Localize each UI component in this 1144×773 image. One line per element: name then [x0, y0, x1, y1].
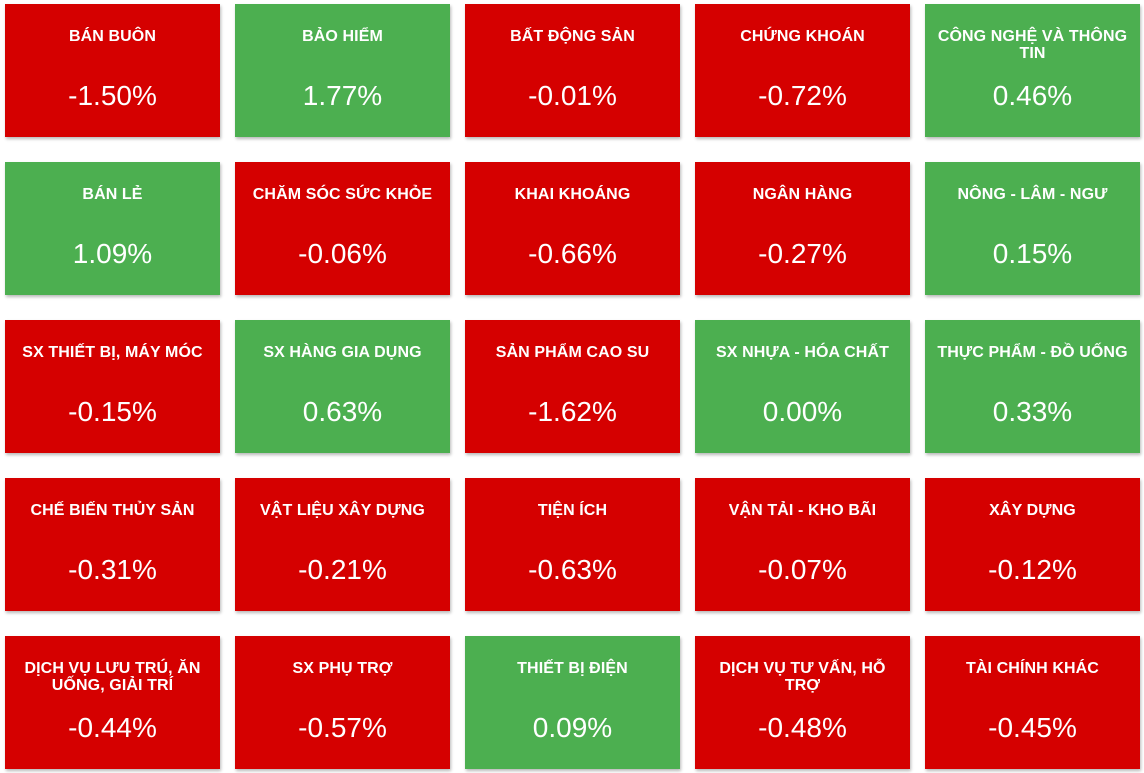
sector-name: THỰC PHẨM - ĐỒ UỐNG — [937, 344, 1128, 361]
sector-tile[interactable]: VẬT LIỆU XÂY DỰNG -0.21% — [235, 478, 450, 611]
sector-tile[interactable]: CÔNG NGHỆ VÀ THÔNG TIN 0.46% — [925, 4, 1140, 137]
sector-tile[interactable]: SX NHỰA - HÓA CHẤT 0.00% — [695, 320, 910, 453]
sector-name: VẬT LIỆU XÂY DỰNG — [260, 502, 425, 519]
sector-name: BÁN BUÔN — [68, 28, 157, 45]
sector-change-value: -0.07% — [758, 554, 847, 585]
sector-change-value: 0.15% — [992, 238, 1073, 269]
sector-change-value: -0.27% — [758, 238, 847, 269]
sector-change-value: -0.48% — [758, 712, 847, 743]
sector-name: NÔNG - LÂM - NGƯ — [957, 186, 1108, 203]
sector-tile[interactable]: DỊCH VỤ TƯ VẤN, HỖ TRỢ -0.48% — [695, 636, 910, 769]
sector-tile[interactable]: KHAI KHOÁNG -0.66% — [465, 162, 680, 295]
sector-change-value: -0.45% — [988, 712, 1077, 743]
sector-tile[interactable]: SX THIẾT BỊ, MÁY MÓC -0.15% — [5, 320, 220, 453]
sector-name: SX THIẾT BỊ, MÁY MÓC — [22, 344, 203, 361]
sector-tile[interactable]: VẬN TẢI - KHO BÃI -0.07% — [695, 478, 910, 611]
sector-name: SẢN PHẨM CAO SU — [495, 344, 650, 361]
sector-tile[interactable]: BẤT ĐỘNG SẢN -0.01% — [465, 4, 680, 137]
sector-change-value: -1.50% — [68, 80, 157, 111]
sector-change-value: -0.44% — [68, 712, 157, 743]
sector-tile[interactable]: BÁN LẺ 1.09% — [5, 162, 220, 295]
sector-tile[interactable]: SX PHỤ TRỢ -0.57% — [235, 636, 450, 769]
sector-name: BẤT ĐỘNG SẢN — [510, 28, 635, 45]
sector-change-value: -0.15% — [68, 396, 157, 427]
sector-tile[interactable]: CHĂM SÓC SỨC KHỎE -0.06% — [235, 162, 450, 295]
sector-change-value: 0.00% — [762, 396, 843, 427]
sector-heatmap-grid: BÁN BUÔN -1.50% BẢO HIỂM 1.77% BẤT ĐỘNG SẢN -… — [5, 4, 1140, 769]
sector-name: THIẾT BỊ ĐIỆN — [517, 660, 628, 677]
sector-change-value: -0.72% — [758, 80, 847, 111]
sector-name: DỊCH VỤ TƯ VẤN, HỖ TRỢ — [719, 660, 886, 694]
sector-change-value: -0.21% — [298, 554, 387, 585]
sector-change-value: -0.57% — [298, 712, 387, 743]
sector-tile[interactable]: DỊCH VỤ LƯU TRÚ, ĂN UỐNG, GIẢI TRÍ -0.44% — [5, 636, 220, 769]
sector-name: XÂY DỰNG — [989, 502, 1076, 519]
sector-tile[interactable]: SẢN PHẨM CAO SU -1.62% — [465, 320, 680, 453]
sector-change-value: -1.62% — [528, 396, 617, 427]
sector-change-value: -0.12% — [988, 554, 1077, 585]
sector-change-value: 0.46% — [992, 80, 1073, 111]
sector-tile[interactable]: CHỨNG KHOÁN -0.72% — [695, 4, 910, 137]
sector-tile[interactable]: TIỆN ÍCH -0.63% — [465, 478, 680, 611]
sector-tile[interactable]: THIẾT BỊ ĐIỆN 0.09% — [465, 636, 680, 769]
sector-tile[interactable]: TÀI CHÍNH KHÁC -0.45% — [925, 636, 1140, 769]
sector-change-value: -0.66% — [528, 238, 617, 269]
sector-name: CHỨNG KHOÁN — [740, 28, 865, 45]
sector-tile[interactable]: XÂY DỰNG -0.12% — [925, 478, 1140, 611]
sector-change-value: -0.06% — [298, 238, 387, 269]
sector-name: SX NHỰA - HÓA CHẤT — [716, 344, 889, 361]
sector-tile[interactable]: NÔNG - LÂM - NGƯ 0.15% — [925, 162, 1140, 295]
sector-name: CHẾ BIẾN THỦY SẢN — [30, 502, 195, 519]
sector-tile[interactable]: SX HÀNG GIA DỤNG 0.63% — [235, 320, 450, 453]
sector-change-value: 1.09% — [72, 238, 153, 269]
sector-tile[interactable]: BÁN BUÔN -1.50% — [5, 4, 220, 137]
sector-change-value: -0.01% — [528, 80, 617, 111]
sector-name: SX PHỤ TRỢ — [292, 660, 393, 677]
sector-change-value: -0.63% — [528, 554, 617, 585]
sector-name: BÁN LẺ — [82, 186, 143, 203]
sector-change-value: 1.77% — [302, 80, 383, 111]
sector-tile[interactable]: NGÂN HÀNG -0.27% — [695, 162, 910, 295]
sector-name: KHAI KHOÁNG — [514, 186, 631, 203]
sector-name: VẬN TẢI - KHO BÃI — [728, 502, 877, 519]
sector-tile[interactable]: THỰC PHẨM - ĐỒ UỐNG 0.33% — [925, 320, 1140, 453]
sector-name: TIỆN ÍCH — [537, 502, 608, 519]
sector-change-value: 0.09% — [532, 712, 613, 743]
sector-tile[interactable]: BẢO HIỂM 1.77% — [235, 4, 450, 137]
sector-name: NGÂN HÀNG — [752, 186, 853, 203]
sector-name: TÀI CHÍNH KHÁC — [966, 660, 1099, 677]
sector-name: DỊCH VỤ LƯU TRÚ, ĂN UỐNG, GIẢI TRÍ — [24, 660, 201, 694]
sector-tile[interactable]: CHẾ BIẾN THỦY SẢN -0.31% — [5, 478, 220, 611]
sector-name: BẢO HIỂM — [302, 28, 383, 45]
sector-change-value: 0.33% — [992, 396, 1073, 427]
sector-name: SX HÀNG GIA DỤNG — [263, 344, 422, 361]
sector-name: CÔNG NGHỆ VÀ THÔNG TIN — [937, 28, 1128, 62]
sector-change-value: -0.31% — [68, 554, 157, 585]
sector-change-value: 0.63% — [302, 396, 383, 427]
sector-name: CHĂM SÓC SỨC KHỎE — [252, 186, 433, 203]
